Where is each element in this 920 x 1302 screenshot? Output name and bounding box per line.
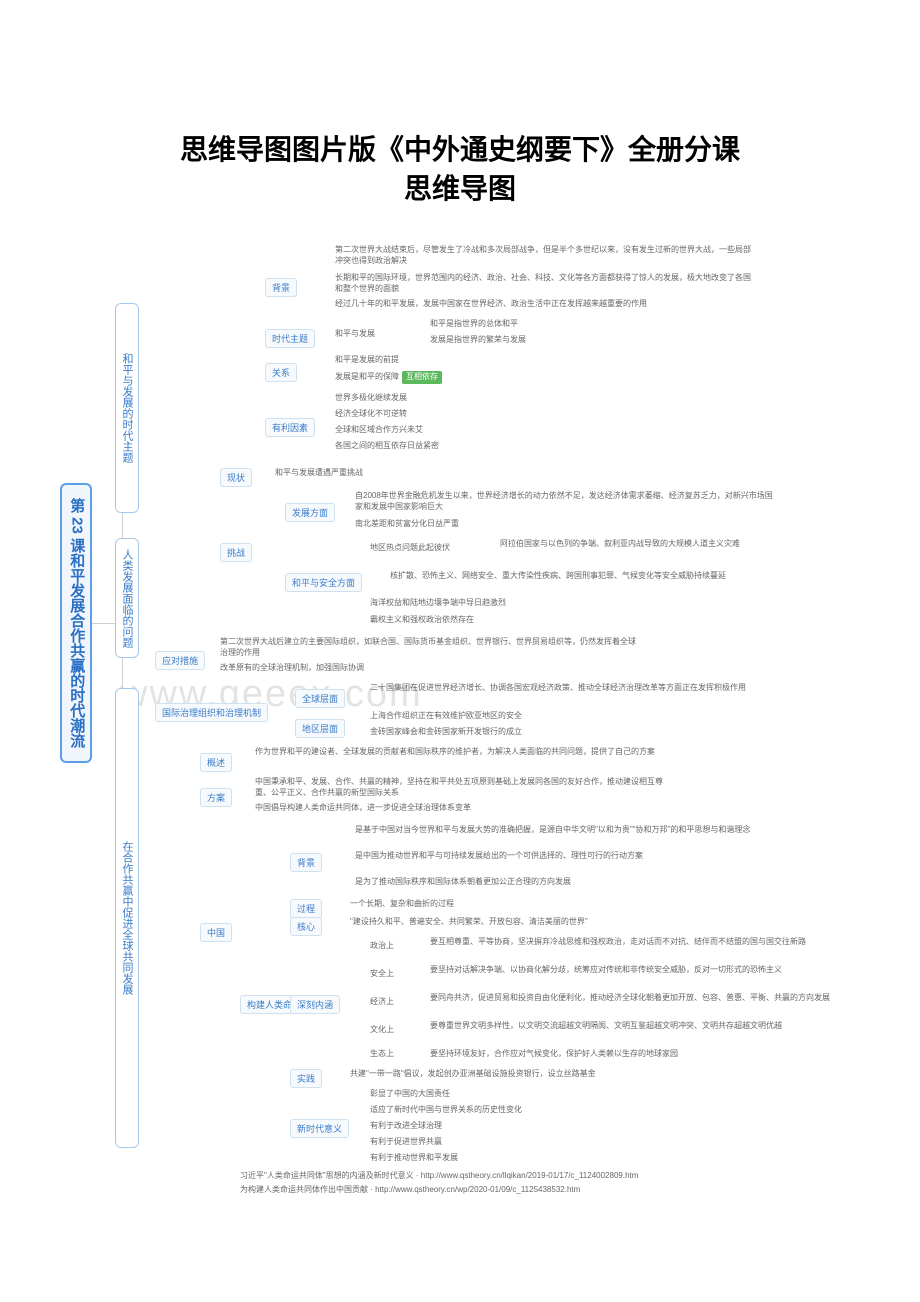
- node-leaf: 经济上: [370, 997, 394, 1007]
- node-box: 现状: [220, 468, 252, 487]
- node-leaf: 地区热点问题此起彼伏: [370, 543, 450, 553]
- node-leaf: 安全上: [370, 969, 394, 979]
- branch-b: 人类发展面临的问题: [115, 538, 139, 658]
- node-leaf: 和平与发展: [335, 329, 375, 339]
- node-leaf: 要互相尊重、平等协商，坚决摒弃冷战思维和强权政治，走对话而不对抗、结伴而不结盟的…: [430, 937, 806, 947]
- node-leaf: 政治上: [370, 941, 394, 951]
- node-leaf: 有利于改进全球治理: [370, 1121, 442, 1131]
- node-leaf: 南北差距和贫富分化日益严重: [355, 519, 459, 529]
- node-leaf: 和平与发展遭遇严重挑战: [275, 468, 363, 478]
- node-leaf: 中国倡导构建人类命运共同体，进一步促进全球治理体系变革: [255, 803, 471, 813]
- node-box: 背景: [265, 278, 297, 297]
- node-box: 关系: [265, 363, 297, 382]
- node-leaf: 阿拉伯国家与以色列的争端、叙利亚内战导致的大规模人道主义灾难: [500, 539, 740, 549]
- node-box: 核心: [290, 917, 322, 936]
- node-box: 全球层面: [295, 689, 345, 708]
- node-box: 深刻内涵: [290, 995, 340, 1014]
- node-box: 有利因素: [265, 418, 315, 437]
- node-leaf: 为构建人类命运共同体作出中国贡献 · http://www.qstheory.c…: [240, 1185, 580, 1195]
- mindmap: www.geeex.com 第 23 课和平发展合作共赢的时代潮流 和平与发展的…: [60, 243, 860, 1183]
- node-leaf: 二十国集团在促进世界经济增长、协调各国宏观经济政策、推动全球经济治理改革等方面正…: [370, 683, 746, 693]
- node-box: 挑战: [220, 543, 252, 562]
- node-leaf: 要坚持对话解决争端、以协商化解分歧，统筹应对传统和非传统安全威胁，反对一切形式的…: [430, 965, 782, 975]
- branch-label: 和平与发展的时代主题: [121, 353, 133, 463]
- node-leaf: 经过几十年的和平发展，发展中国家在世界经济、政治生活中正在发挥越来越重要的作用: [335, 299, 647, 309]
- node-leaf: 金砖国家峰会和金砖国家新开发银行的成立: [370, 727, 522, 737]
- node-leaf: 习近平"人类命运共同体"思想的内涵及新时代意义 · http://www.qst…: [240, 1171, 638, 1181]
- node-leaf: 是中国为推动世界和平与可持续发展给出的一个可供选择的、理性可行的行动方案: [355, 851, 643, 861]
- node-leaf: 生态上: [370, 1049, 394, 1059]
- node-leaf: 霸权主义和强权政治依然存在: [370, 615, 474, 625]
- node-box: 实践: [290, 1069, 322, 1088]
- node-box: 背景: [290, 853, 322, 872]
- node-leaf: "建设持久和平、普遍安全、共同繁荣、开放包容、清洁美丽的世界": [350, 917, 588, 927]
- node-leaf: 上海合作组织正在有效维护欧亚地区的安全: [370, 711, 522, 721]
- branch-c: 在合作共赢中促进全球共同发展: [115, 688, 139, 1148]
- root-node-label: 第 23 课和平发展合作共赢的时代潮流: [68, 498, 85, 748]
- node-box: 发展方面: [285, 503, 335, 522]
- node-box: 国际治理组织和治理机制: [155, 703, 268, 722]
- node-leaf: 自2008年世界金融危机发生以来，世界经济增长的动力依然不足，发达经济体需求萎缩…: [355, 491, 775, 512]
- node-box: 方案: [200, 788, 232, 807]
- title-line-2: 思维导图: [60, 169, 860, 208]
- node-leaf: 适应了新时代中国与世界关系的历史性变化: [370, 1105, 522, 1115]
- node-leaf: 发展是和平的保障互相依存: [335, 371, 442, 383]
- node-leaf: 第二次世界大战结束后，尽管发生了冷战和多次局部战争，但是半个多世纪以来，没有发生…: [335, 245, 755, 266]
- node-leaf: 世界多极化继续发展: [335, 393, 407, 403]
- title-line-1: 思维导图图片版《中外通史纲要下》全册分课: [60, 130, 860, 169]
- root-node: 第 23 课和平发展合作共赢的时代潮流: [60, 483, 92, 763]
- node-leaf: 要同舟共济，促进贸易和投资自由化便利化，推动经济全球化朝着更加开放、包容、普惠、…: [430, 993, 830, 1003]
- node-box: 应对措施: [155, 651, 205, 670]
- node-box: 新时代意义: [290, 1119, 349, 1138]
- node-box: 地区层面: [295, 719, 345, 738]
- node-leaf: 发展是指世界的繁荣与发展: [430, 335, 526, 345]
- node-box: 中国: [200, 923, 232, 942]
- branch-label: 在合作共赢中促进全球共同发展: [121, 841, 133, 995]
- node-leaf: 是基于中国对当今世界和平与发展大势的准确把握，是源自中华文明"以和为贵""协和万…: [355, 825, 750, 835]
- node-leaf: 第二次世界大战后建立的主要国际组织，如联合国、国际货币基金组织、世界银行、世界贸…: [220, 637, 640, 658]
- node-leaf: 有利于推动世界和平发展: [370, 1153, 458, 1163]
- node-leaf: 共建"一带一路"倡议，发起创办亚洲基础设施投资银行，设立丝路基金: [350, 1069, 596, 1079]
- node-box: 时代主题: [265, 329, 315, 348]
- node-leaf: 和平是指世界的总体和平: [430, 319, 518, 329]
- node-leaf: 经济全球化不可逆转: [335, 409, 407, 419]
- node-leaf: 要坚持环境友好，合作应对气候变化，保护好人类赖以生存的地球家园: [430, 1049, 678, 1059]
- node-leaf: 一个长期、复杂和曲折的过程: [350, 899, 454, 909]
- node-leaf: 中国秉承和平、发展、合作、共赢的精神，坚持在和平共处五项原则基础上发展同各国的友…: [255, 777, 675, 798]
- node-leaf: 要尊重世界文明多样性，以文明交流超越文明隔阂、文明互鉴超越文明冲突、文明共存超越…: [430, 1021, 782, 1031]
- node-box: 概述: [200, 753, 232, 772]
- node-leaf: 改革原有的全球治理机制，加强国际协调: [220, 663, 364, 673]
- branch-a: 和平与发展的时代主题: [115, 303, 139, 513]
- tag: 互相依存: [402, 371, 442, 383]
- node-box: 和平与安全方面: [285, 573, 362, 592]
- node-leaf: 核扩散、恐怖主义、网络安全、重大传染性疾病、跨国刑事犯罪、气候变化等安全威胁持续…: [390, 571, 726, 581]
- node-leaf: 各国之间的相互依存日益紧密: [335, 441, 439, 451]
- node-leaf: 有利于促进世界共赢: [370, 1137, 442, 1147]
- document-title: 思维导图图片版《中外通史纲要下》全册分课 思维导图: [60, 130, 860, 208]
- node-leaf: 是为了推动国际秩序和国际体系朝着更加公正合理的方向发展: [355, 877, 571, 887]
- node-leaf: 全球和区域合作方兴未艾: [335, 425, 423, 435]
- node-leaf: 文化上: [370, 1025, 394, 1035]
- branch-label: 人类发展面临的问题: [121, 549, 133, 648]
- node-leaf: 作为世界和平的建设者、全球发展的贡献者和国际秩序的维护者，为解决人类面临的共同问…: [255, 747, 655, 757]
- node-leaf: 长期和平的国际环境，世界范围内的经济、政治、社会、科技、文化等各方面都获得了惊人…: [335, 273, 755, 294]
- node-leaf: 和平是发展的前提: [335, 355, 399, 365]
- node-box: 过程: [290, 899, 322, 918]
- node-leaf: 海洋权益和陆地边壤争端中导日趋激烈: [370, 598, 506, 608]
- node-leaf: 彰显了中国的大国责任: [370, 1089, 450, 1099]
